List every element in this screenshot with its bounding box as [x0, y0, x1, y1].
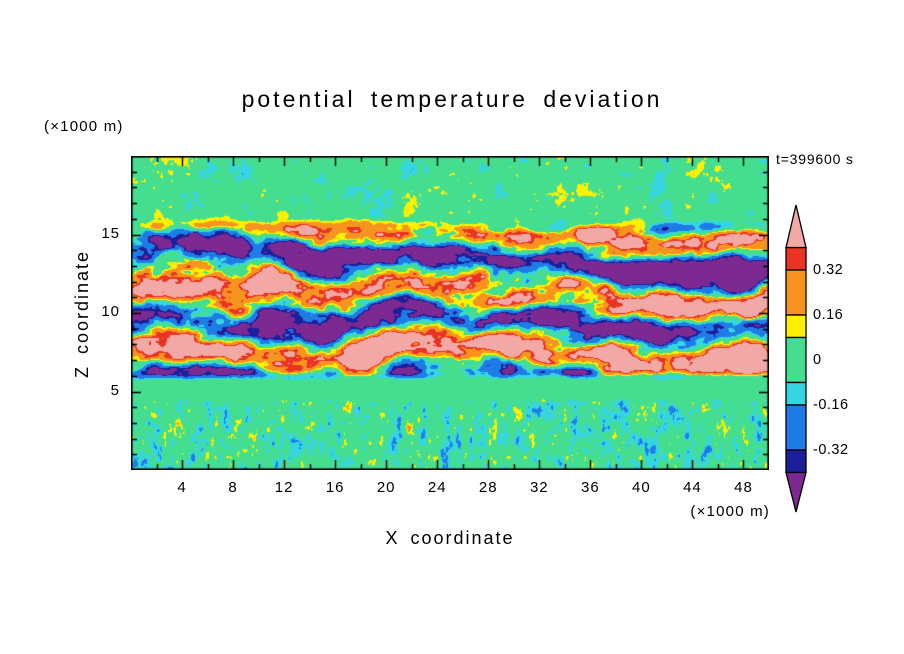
contour-plot-canvas — [131, 156, 769, 470]
x-axis-unit-label: (×1000 m) — [690, 503, 770, 520]
y-tick-label: 10 — [101, 303, 120, 320]
colorbar-labels: 0.32 0.16 0 -0.16 -0.32 — [813, 0, 893, 654]
colorbar-tick-label: 0.32 — [813, 262, 844, 278]
colorbar-tick-label: -0.32 — [813, 442, 849, 458]
colorbar-arrow-top — [785, 204, 807, 249]
chart-title: potential temperature deviation — [241, 86, 663, 112]
colorbar-segment — [785, 246, 807, 271]
colorbar-arrow-bottom — [785, 471, 807, 513]
x-axis-title: X coordinate — [385, 528, 515, 548]
colorbar-segment — [785, 381, 807, 406]
colorbar-segment — [785, 449, 807, 474]
x-tick-label: 48 — [734, 479, 753, 496]
x-tick-label: 44 — [683, 479, 702, 496]
x-tick-label: 12 — [274, 479, 294, 496]
y-tick-label: 15 — [101, 224, 120, 242]
x-tick-label: 24 — [427, 479, 447, 496]
x-tick-label: 32 — [529, 479, 549, 496]
x-axis-tick-labels: 4 8 12 16 20 24 28 32 36 40 44 48 — [131, 479, 769, 499]
y-tick-label: 5 — [110, 381, 120, 399]
colorbar-tick-label: 0.16 — [813, 307, 844, 323]
y-axis-tick-labels: 5 10 15 — [62, 156, 120, 470]
time-label: t=399600 s — [776, 151, 854, 167]
x-tick-label: 8 — [228, 479, 238, 496]
colorbar-tick-label: 0 — [813, 352, 822, 368]
colorbar-tick-label: -0.16 — [813, 397, 849, 413]
x-tick-label: 20 — [376, 479, 396, 496]
x-tick-label: 16 — [325, 479, 345, 496]
colorbar-segment — [785, 404, 807, 451]
colorbar-segment — [785, 269, 807, 316]
colorbar — [785, 204, 807, 513]
colorbar-segment — [785, 314, 807, 339]
x-tick-label: 4 — [177, 479, 187, 496]
y-axis-unit-label: (×1000 m) — [44, 118, 124, 135]
colorbar-segment — [785, 336, 807, 384]
x-tick-label: 40 — [632, 479, 651, 496]
x-tick-label: 28 — [478, 479, 498, 496]
x-tick-label: 36 — [581, 479, 600, 496]
